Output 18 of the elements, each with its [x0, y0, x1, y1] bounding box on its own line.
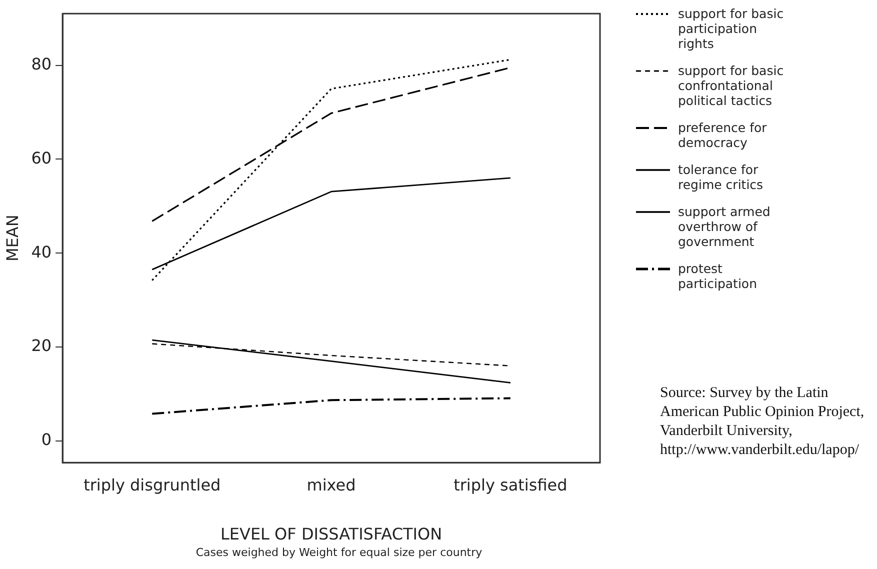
legend-label: preference for democracy: [678, 120, 768, 150]
y-tick-label: 60: [31, 148, 52, 168]
y-tick-label: 40: [31, 242, 52, 262]
x-tick-label: triply satisfied: [454, 475, 568, 494]
legend-label: protest participation: [678, 261, 758, 291]
source-note: Source: Survey by the Latin American Public Opinion Project, Vanderbilt University, http://www.vanderbilt.edu/lapop/: [660, 384, 866, 460]
legend-label: support for basic participation rights: [678, 6, 785, 51]
x-axis-title: LEVEL OF DISSATISFACTION: [220, 524, 442, 544]
legend-label: tolerance for regime critics: [678, 162, 764, 192]
text: Cases weighed by Weight for equal size per country: [194, 546, 484, 559]
y-tick-label: 0: [41, 430, 52, 450]
x-tick-label: mixed: [306, 475, 356, 494]
legend-label: support armed overthrow of government: [678, 204, 772, 249]
y-tick-label: 20: [31, 336, 52, 356]
y-tick-label: 80: [31, 54, 52, 74]
y-axis-title: MEAN: [2, 214, 22, 262]
x-tick-label: triply disgruntled: [84, 475, 221, 494]
legend-label: support for basic confrontational political tactics: [678, 63, 785, 108]
